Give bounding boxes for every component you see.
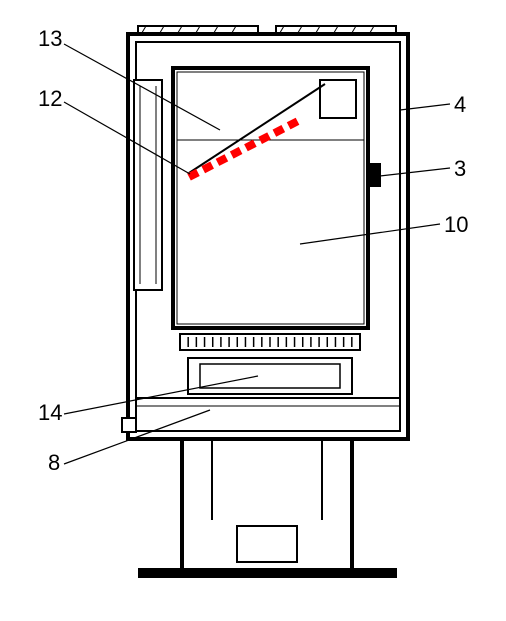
callout-8: 8: [48, 450, 60, 476]
callout-13: 13: [38, 26, 62, 52]
callout-3: 3: [454, 156, 466, 182]
callout-10: 10: [444, 212, 468, 238]
stove-cross-section-diagram: [0, 0, 506, 621]
callout-12: 12: [38, 86, 62, 112]
callout-4: 4: [454, 92, 466, 118]
callout-14: 14: [38, 400, 62, 426]
